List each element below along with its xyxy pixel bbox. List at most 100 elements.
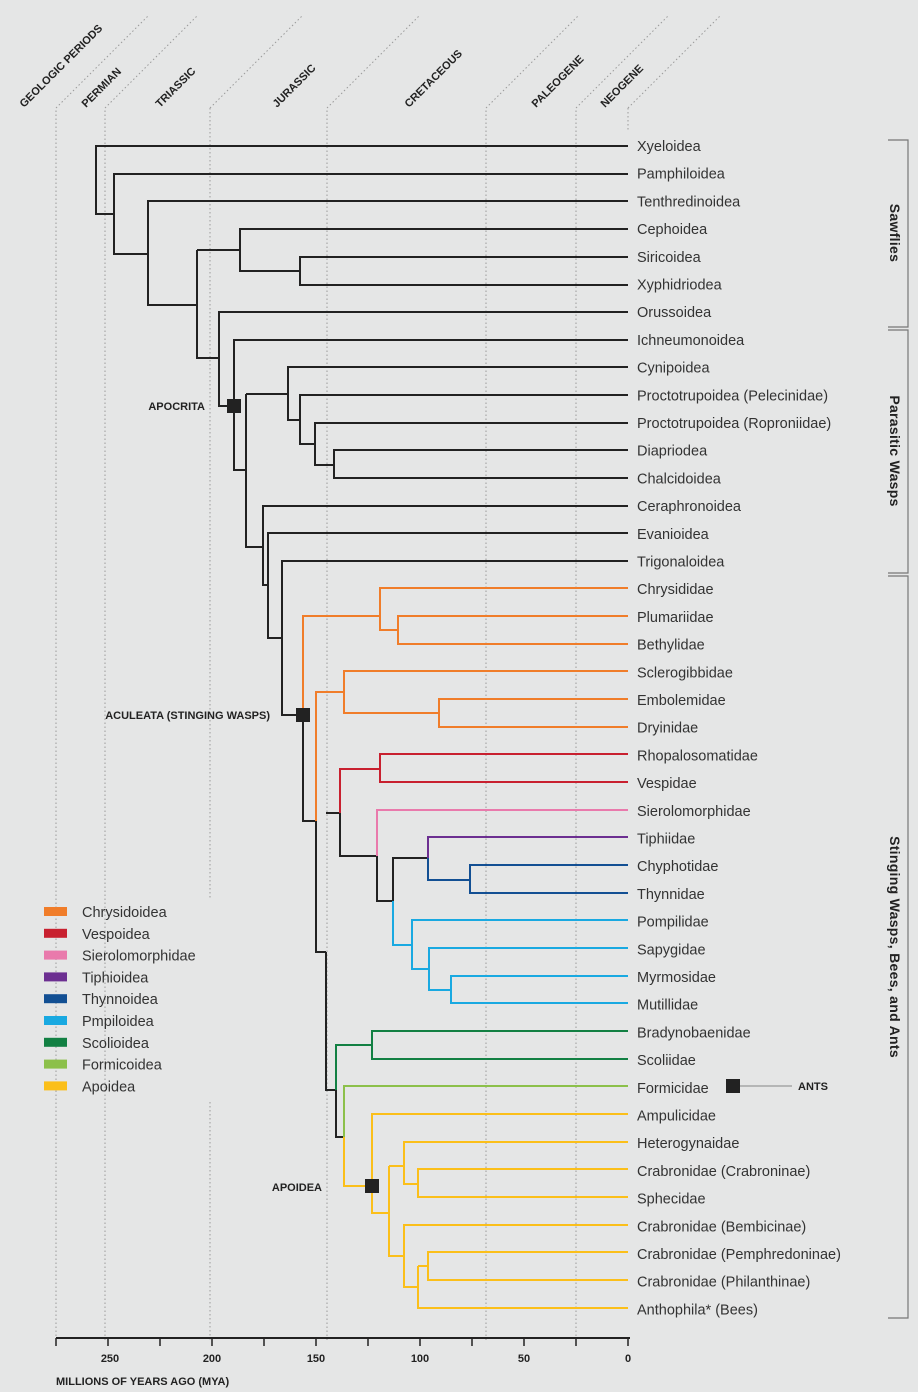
tick-label-200: 200 xyxy=(203,1353,221,1365)
tree-formicoidea xyxy=(343,1085,628,1137)
tree-tiphioidea xyxy=(427,836,628,858)
taxon-label: Myrmosidae xyxy=(637,970,716,986)
taxon-label: Dryinidae xyxy=(637,721,698,737)
period-diagonal xyxy=(485,15,579,109)
taxon-label: Siricoidea xyxy=(637,250,702,266)
period-label-triassic: TRIASSIC xyxy=(154,65,199,110)
tree-apoidea xyxy=(343,1113,628,1309)
taxon-label: Sphecidae xyxy=(637,1192,706,1208)
branch xyxy=(371,1113,628,1214)
legend-label: Apoidea xyxy=(82,1079,136,1095)
branch xyxy=(281,560,628,716)
taxon-label: Tiphiidae xyxy=(637,832,695,848)
taxon-label: Ampulicidae xyxy=(637,1109,716,1125)
taxon-label: Xyeloidea xyxy=(637,139,702,155)
taxon-label: Cephoidea xyxy=(637,222,708,238)
legend-label: Scolioidea xyxy=(82,1036,150,1052)
branch xyxy=(196,250,219,359)
axis-ticks xyxy=(55,1338,629,1346)
branch xyxy=(239,228,628,272)
branch xyxy=(403,1141,628,1185)
branch xyxy=(371,1030,628,1060)
legend-label: Vespoidea xyxy=(82,927,151,943)
tree-chrysidoidea xyxy=(302,587,628,821)
taxon-label: Rhopalosomatidae xyxy=(637,748,758,764)
branch xyxy=(267,532,628,639)
tick-label-0: 0 xyxy=(625,1353,631,1365)
branch xyxy=(428,947,628,991)
apocrita-node-marker xyxy=(227,399,241,413)
taxon-label: Ceraphronoidea xyxy=(637,499,742,515)
legend-label: Pmpiloidea xyxy=(82,1014,155,1030)
branch xyxy=(302,615,380,715)
period-label-jurassic: JURASSIC xyxy=(271,62,319,110)
taxon-label: Embolemidae xyxy=(637,693,726,709)
branch xyxy=(335,1090,344,1138)
taxon-label: Heterogynaidae xyxy=(637,1136,739,1152)
group-label-stinging-wasps-bees-ants: Stinging Wasps, Bees, and Ants xyxy=(887,836,903,1058)
group-labels: Sawflies Parasitic Wasps Stinging Wasps,… xyxy=(887,204,903,1058)
taxon-label: Ichneumonoidea xyxy=(637,333,745,349)
taxon-label: Pamphiloidea xyxy=(637,167,726,183)
branch xyxy=(392,857,428,901)
branch xyxy=(302,715,316,822)
branch xyxy=(469,864,628,894)
taxon-label: Chrysididae xyxy=(637,582,714,598)
period-diagonal xyxy=(627,15,721,109)
taxon-label: Formicidae xyxy=(637,1081,709,1097)
taxon-label: Sierolomorphidae xyxy=(637,804,751,820)
taxon-label: Orussoidea xyxy=(637,305,712,321)
branch xyxy=(427,858,470,881)
branch xyxy=(339,768,380,813)
taxon-label: Proctotrupoidea (Pelecinidae) xyxy=(637,388,828,404)
tree-black-branches xyxy=(95,145,628,1138)
tree-scolioidea xyxy=(335,1030,628,1090)
taxon-label: Crabronidae (Pemphredoninae) xyxy=(637,1247,841,1263)
branch xyxy=(299,256,628,286)
branch xyxy=(379,753,628,783)
taxon-label: Vespidae xyxy=(637,776,697,792)
branch xyxy=(245,394,263,548)
period-diagonal xyxy=(209,15,303,109)
taxon-label: Chalcidoidea xyxy=(637,471,722,487)
branch xyxy=(333,449,628,479)
tree-thynnoidea xyxy=(427,858,628,894)
tick-label-50: 50 xyxy=(518,1353,530,1365)
geologic-periods-header xyxy=(55,15,721,1340)
period-label-paleogene: PALEOGENE xyxy=(530,53,587,110)
clade-label-ants: ANTS xyxy=(798,1081,828,1093)
clade-markers xyxy=(227,399,740,1193)
axis-title: MILLIONS OF YEARS AGO (MYA) xyxy=(56,1376,229,1388)
legend: Chrysidoidea Vespoidea Sierolomorphidae Tip… xyxy=(44,905,196,1095)
time-axis: 250 200 150 100 50 0 MILLIONS OF YEARS A… xyxy=(55,1337,631,1388)
period-label-cretaceous: CRETACEOUS xyxy=(403,48,465,110)
period-diagonal xyxy=(55,15,149,109)
legend-swatch xyxy=(44,1037,67,1047)
aculeata-node-marker xyxy=(296,708,310,722)
branch xyxy=(411,919,628,970)
period-diagonal xyxy=(575,15,669,109)
legend-swatch xyxy=(44,907,67,916)
branch xyxy=(376,856,393,902)
taxon-label: Plumariidae xyxy=(637,610,714,626)
period-diagonal xyxy=(104,15,198,109)
taxon-label: Crabronidae (Crabroninae) xyxy=(637,1164,810,1180)
clade-label-aculeata: ACULEATA (STINGING WASPS) xyxy=(105,710,270,722)
bracket-parasitic-wasps xyxy=(888,329,909,574)
taxon-label: Sclerogibbidae xyxy=(637,665,733,681)
legend-label: Tiphioidea xyxy=(82,970,149,986)
tree-vespoidea xyxy=(339,753,628,813)
taxon-label: Tenthredinoidea xyxy=(637,194,741,210)
legend-swatch xyxy=(44,994,67,1004)
branch xyxy=(299,394,628,445)
branch xyxy=(335,1044,372,1090)
legend-label: Chrysidoidea xyxy=(82,905,168,921)
taxon-label: Trigonaloidea xyxy=(637,555,725,571)
branch xyxy=(314,422,628,466)
taxon-label: Crabronidae (Bembicinae) xyxy=(637,1219,806,1235)
bracket-stinging-wasps xyxy=(888,575,909,1319)
legend-swatch xyxy=(44,1081,67,1091)
clade-label-apoidea: APOIDEA xyxy=(272,1182,322,1194)
branch xyxy=(388,1166,404,1257)
branch xyxy=(339,813,377,857)
